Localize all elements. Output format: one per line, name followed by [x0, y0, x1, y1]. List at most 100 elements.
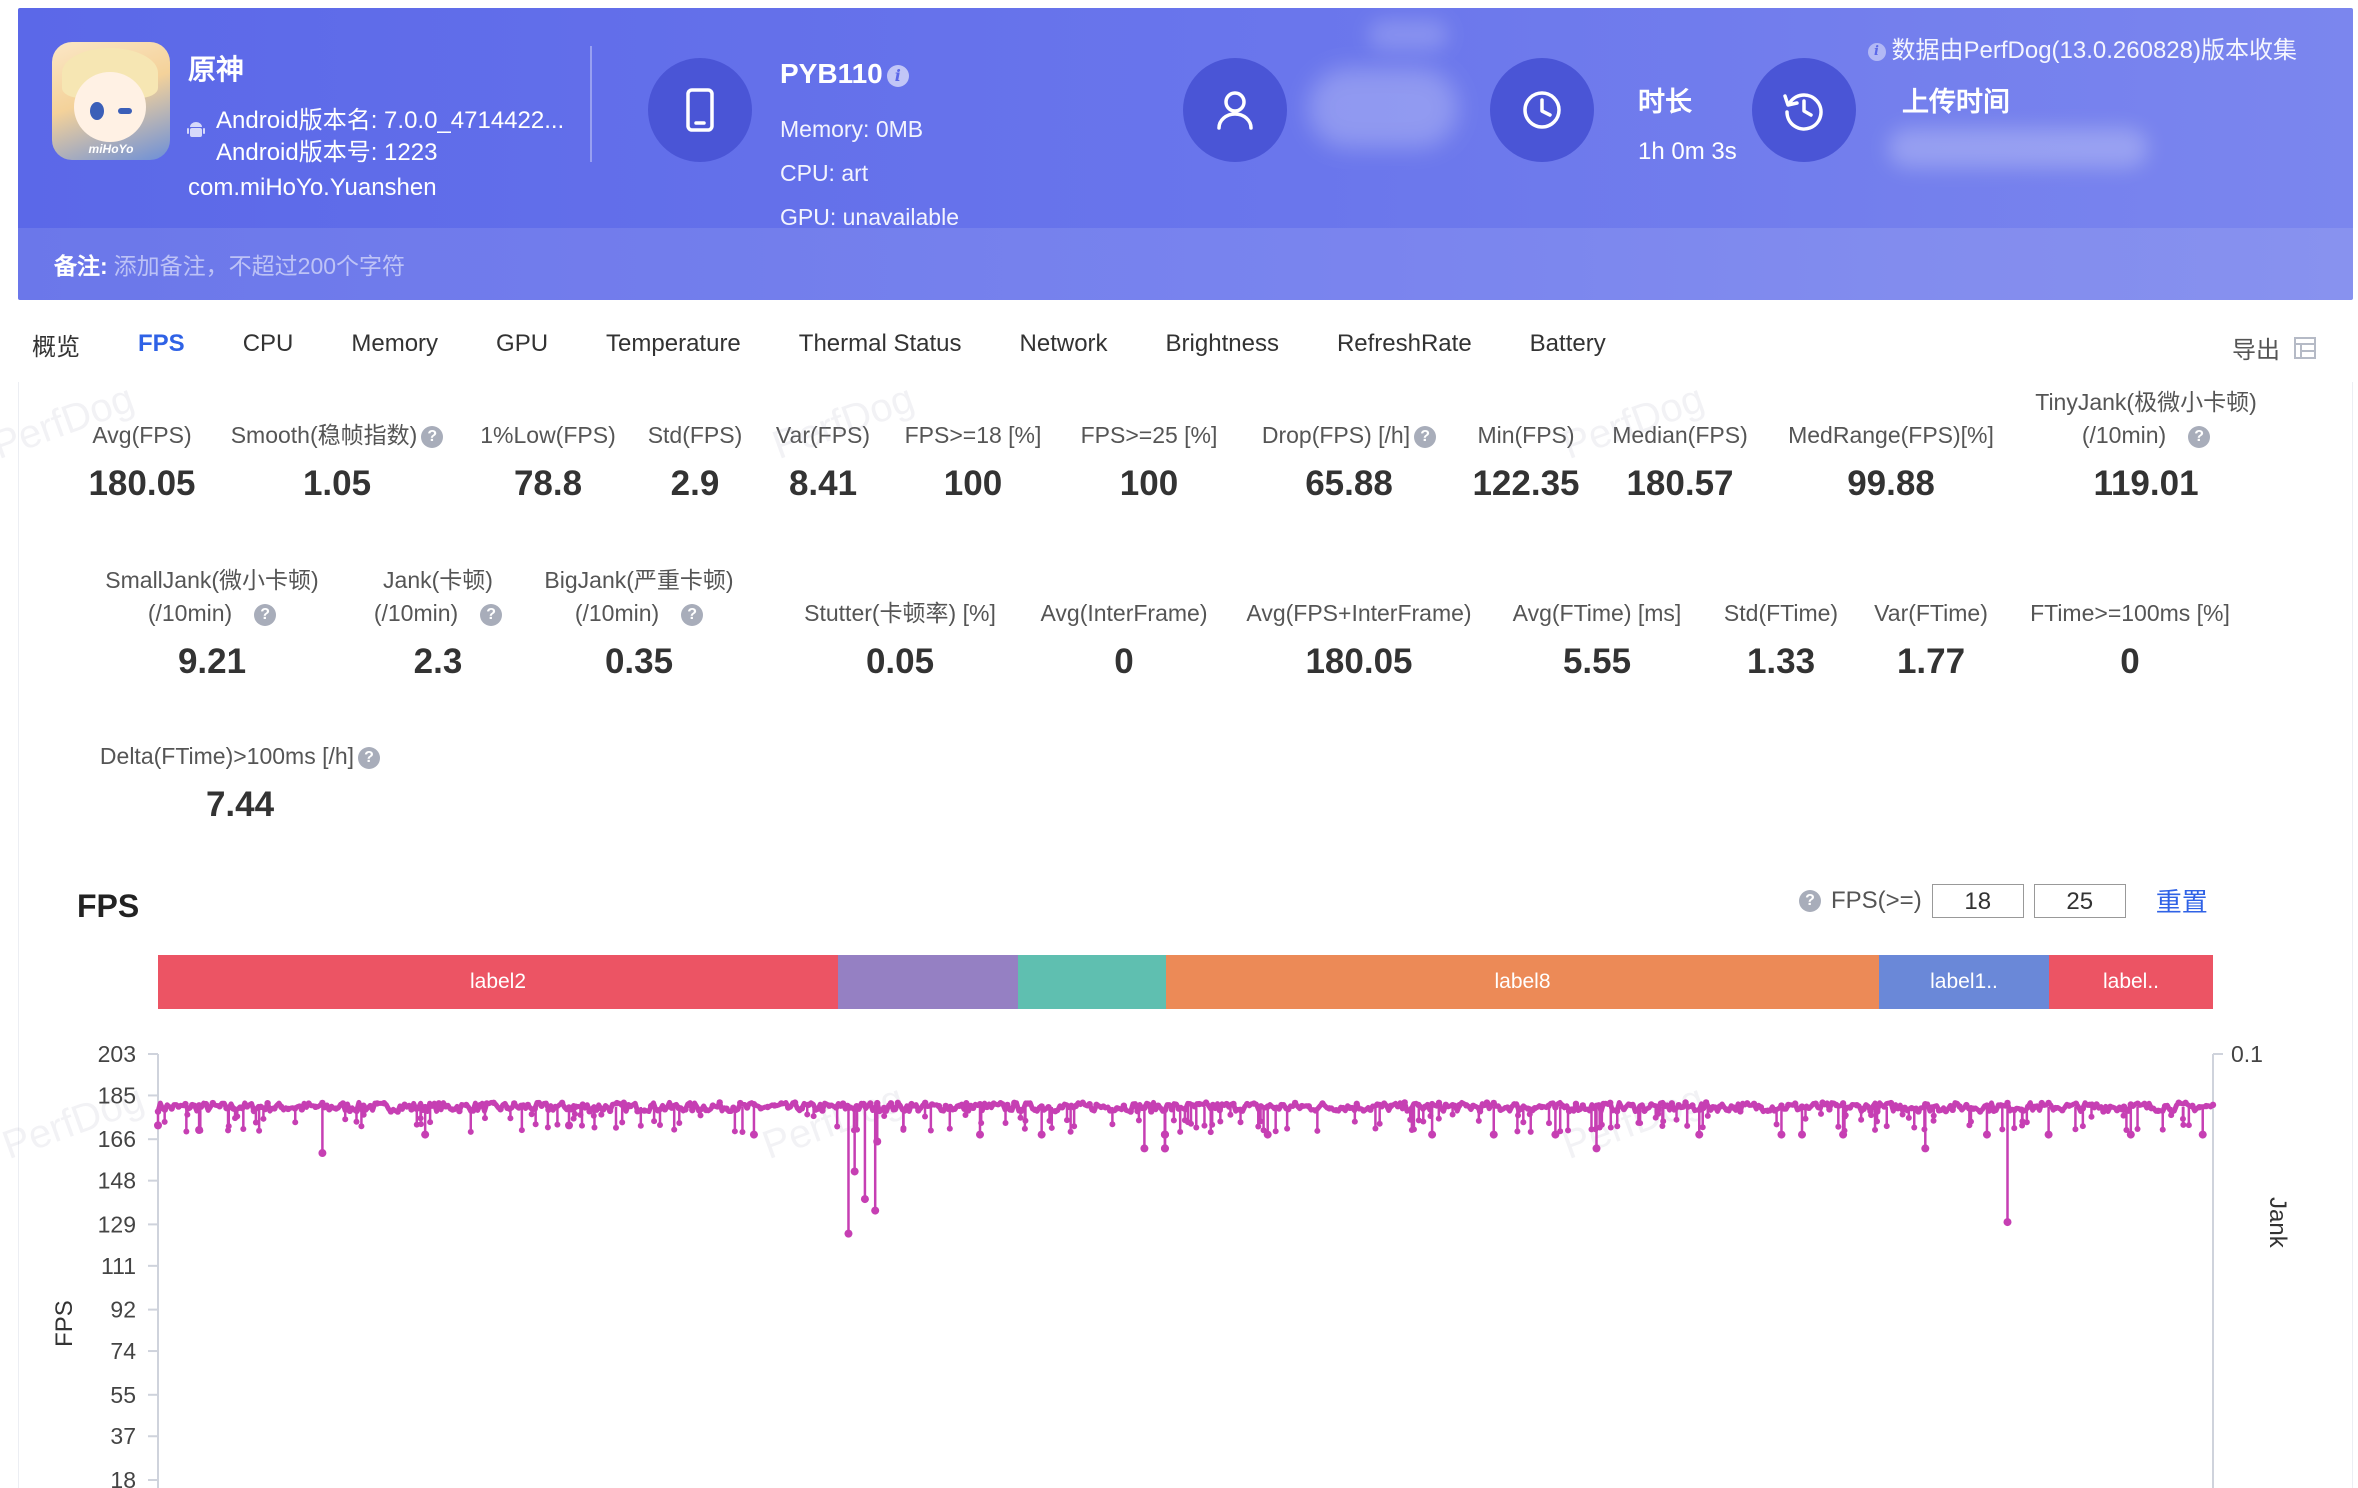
fps-point	[271, 1105, 278, 1112]
fps-point	[175, 1103, 182, 1110]
fps-point	[1415, 1117, 1422, 1124]
fps-point	[1154, 1102, 1162, 1109]
help-icon[interactable]: ?	[358, 746, 381, 769]
help-icon[interactable]: ?	[421, 425, 444, 448]
fps-point	[1607, 1099, 1614, 1106]
user-icon-circle	[1183, 58, 1287, 162]
metric-label: Var(FPS)	[775, 422, 871, 448]
fps-point	[532, 1121, 539, 1128]
metric-bigjank: BigJank(严重卡顿) (/10min)? 0.35	[469, 564, 809, 682]
fps-point	[1004, 1101, 1011, 1109]
device-memory: Memory: 0MB	[780, 116, 924, 142]
fps-point	[545, 1106, 552, 1113]
fps-point	[922, 1113, 929, 1120]
fps-point	[1435, 1115, 1442, 1122]
tab-brightness[interactable]: Brightness	[1165, 330, 1279, 357]
metric-delta-ftime-100ms-h: Delta(FTime)>100ms [/h]? 7.44	[70, 740, 410, 825]
y-tick-label: 18	[110, 1467, 136, 1488]
fps-point	[1243, 1100, 1251, 1108]
tab-fps[interactable]: FPS	[138, 330, 185, 357]
fps-point	[1737, 1108, 1744, 1115]
label-segment[interactable]	[1018, 955, 1166, 1009]
metric-label: BigJank(严重卡顿)	[544, 567, 734, 593]
metric-label: Smooth(稳帧指数)?	[167, 419, 507, 452]
tab-thermal-status[interactable]: Thermal Status	[798, 330, 962, 357]
fps-point	[538, 1102, 545, 1109]
metric-label: Var(FTime)	[1874, 600, 1988, 626]
app-name: 原神	[188, 54, 245, 85]
fps-threshold-1-input[interactable]: 18	[1931, 883, 2024, 918]
note-input[interactable]: 添加备注，不超过200个字符	[113, 253, 406, 279]
fps-point	[949, 1106, 956, 1113]
label-segment[interactable]: label..	[2049, 955, 2213, 1009]
fps-point	[1853, 1101, 1861, 1109]
fps-point	[1915, 1108, 1922, 1115]
fps-point	[1675, 1101, 1682, 1109]
fps-point	[887, 1100, 895, 1107]
fps-point	[1374, 1101, 1381, 1108]
fps-point	[1586, 1107, 1593, 1114]
fps-point	[1614, 1123, 1621, 1130]
fps-point	[1476, 1108, 1484, 1115]
fps-point	[183, 1128, 190, 1135]
fps-point	[256, 1127, 263, 1134]
metric-label-unit: (/10min)?	[42, 597, 382, 630]
metric-value: 122.35	[1472, 464, 1580, 503]
fps-point	[1017, 1114, 1024, 1121]
fps-point	[1333, 1106, 1340, 1114]
help-icon[interactable]: ?	[254, 603, 277, 626]
fps-point	[1415, 1101, 1422, 1109]
metric-label: Jank(卡顿)	[383, 567, 493, 593]
fps-point	[577, 1111, 584, 1118]
fps-point	[1565, 1127, 1572, 1134]
fps-point	[1970, 1105, 1977, 1112]
fps-threshold-2-input[interactable]: 25	[2033, 883, 2126, 918]
tab-temperature[interactable]: Temperature	[606, 330, 741, 357]
label-segment[interactable]: label8	[1166, 955, 1879, 1009]
tab-gpu[interactable]: GPU	[496, 330, 549, 357]
help-icon[interactable]: ?	[681, 603, 704, 626]
fps-point	[1223, 1100, 1230, 1108]
duration-title: 时长	[1638, 87, 1692, 117]
note-bar[interactable]: 备注: 添加备注，不超过200个字符	[18, 228, 2353, 300]
metric-value: 0	[1114, 642, 1134, 681]
fps-point	[1120, 1102, 1128, 1109]
tab-memory[interactable]: Memory	[351, 330, 439, 357]
fps-point	[1207, 1129, 1214, 1136]
export-button[interactable]: 导出	[2232, 330, 2318, 365]
fps-point	[490, 1099, 497, 1106]
clock-icon	[1523, 91, 1561, 129]
help-icon[interactable]: ?	[2188, 425, 2211, 448]
fps-point	[1291, 1099, 1299, 1107]
label-segment[interactable]	[838, 955, 1018, 1009]
fps-point	[676, 1120, 683, 1127]
fps-point	[819, 1107, 826, 1114]
fps-point	[771, 1102, 778, 1109]
help-icon[interactable]: ?	[1799, 889, 1821, 912]
info-icon[interactable]: i	[886, 64, 909, 87]
fps-point	[894, 1099, 901, 1107]
label-segment[interactable]: label1..	[1879, 955, 2049, 1009]
tab-network[interactable]: Network	[1019, 330, 1108, 357]
fps-point	[292, 1119, 299, 1126]
label-segment[interactable]: label2	[158, 955, 838, 1009]
fps-point	[528, 1111, 535, 1118]
fps-point	[2052, 1104, 2059, 1112]
metric-avg-fps: Avg(FPS) 180.05	[0, 419, 312, 504]
tab-cpu[interactable]: CPU	[242, 330, 294, 357]
fps-point	[421, 1103, 429, 1111]
fps-point	[449, 1106, 456, 1113]
help-icon[interactable]: ?	[480, 603, 503, 626]
tab-refreshrate[interactable]: RefreshRate	[1336, 330, 1472, 357]
fps-point	[1874, 1108, 1881, 1115]
metric-smooth: Smooth(稳帧指数)? 1.05	[167, 419, 507, 504]
fps-point	[2079, 1105, 2087, 1112]
fps-point	[2175, 1099, 2182, 1106]
fps-point	[927, 1127, 934, 1134]
fps-point	[1230, 1100, 1237, 1108]
help-icon[interactable]: ?	[1414, 425, 1437, 448]
tab-概览[interactable]: 概览	[32, 333, 80, 361]
reset-button[interactable]: 重置	[2155, 887, 2208, 917]
tab-battery[interactable]: Battery	[1529, 330, 1606, 357]
fps-dip-point	[1428, 1130, 1437, 1139]
